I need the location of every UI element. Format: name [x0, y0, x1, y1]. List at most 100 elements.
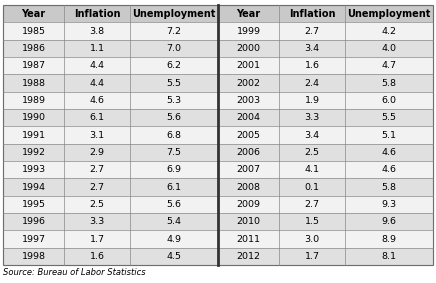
- Bar: [218, 178, 279, 196]
- Bar: [64, 40, 130, 57]
- Text: 6.2: 6.2: [167, 61, 181, 70]
- Bar: [218, 196, 279, 213]
- Text: 2001: 2001: [237, 61, 261, 70]
- Text: 2.4: 2.4: [305, 78, 320, 87]
- Bar: [218, 248, 279, 265]
- Text: 2012: 2012: [237, 252, 261, 261]
- Text: 4.0: 4.0: [382, 44, 396, 53]
- Text: 1.6: 1.6: [305, 61, 320, 70]
- Text: Inflation: Inflation: [74, 9, 120, 19]
- Text: 1.1: 1.1: [89, 44, 105, 53]
- Text: 1990: 1990: [22, 113, 46, 122]
- Text: 1985: 1985: [22, 27, 46, 35]
- Bar: [345, 178, 433, 196]
- Text: 2003: 2003: [237, 96, 261, 105]
- Text: 5.6: 5.6: [167, 200, 181, 209]
- Text: 1991: 1991: [22, 130, 46, 140]
- Bar: [64, 126, 130, 144]
- Text: 2011: 2011: [237, 235, 261, 243]
- Bar: [130, 248, 218, 265]
- Bar: [345, 144, 433, 161]
- Bar: [64, 22, 130, 40]
- Bar: [279, 213, 345, 230]
- Bar: [64, 178, 130, 196]
- Bar: [279, 74, 345, 92]
- Bar: [3, 161, 64, 178]
- Text: 1.5: 1.5: [305, 217, 320, 226]
- Bar: [64, 144, 130, 161]
- Text: 2.9: 2.9: [89, 148, 105, 157]
- Bar: [3, 144, 64, 161]
- Bar: [345, 74, 433, 92]
- Bar: [3, 40, 64, 57]
- Text: 5.5: 5.5: [167, 78, 181, 87]
- Text: 3.8: 3.8: [89, 27, 105, 35]
- Text: 1992: 1992: [22, 148, 46, 157]
- Text: 4.6: 4.6: [382, 165, 396, 174]
- Text: 1995: 1995: [22, 200, 46, 209]
- Bar: [345, 57, 433, 74]
- Text: 6.1: 6.1: [89, 113, 105, 122]
- Bar: [279, 109, 345, 126]
- Text: 2.7: 2.7: [305, 200, 320, 209]
- Text: 4.4: 4.4: [89, 61, 105, 70]
- Text: 6.1: 6.1: [167, 183, 181, 192]
- Bar: [279, 40, 345, 57]
- Text: 3.4: 3.4: [304, 44, 320, 53]
- Bar: [279, 196, 345, 213]
- Bar: [218, 144, 279, 161]
- Bar: [64, 213, 130, 230]
- Text: 2.7: 2.7: [89, 183, 105, 192]
- Bar: [3, 248, 64, 265]
- Bar: [345, 40, 433, 57]
- Text: 6.0: 6.0: [382, 96, 396, 105]
- Text: Year: Year: [237, 9, 261, 19]
- Bar: [279, 57, 345, 74]
- Bar: [345, 109, 433, 126]
- Text: 2002: 2002: [237, 78, 261, 87]
- Text: 8.9: 8.9: [382, 235, 396, 243]
- Text: 5.5: 5.5: [382, 113, 396, 122]
- Bar: [218, 126, 279, 144]
- Text: 1.6: 1.6: [89, 252, 105, 261]
- Bar: [279, 248, 345, 265]
- Text: 4.4: 4.4: [89, 78, 105, 87]
- Bar: [64, 92, 130, 109]
- Text: 2.7: 2.7: [89, 165, 105, 174]
- Text: 7.0: 7.0: [167, 44, 181, 53]
- Text: 5.4: 5.4: [167, 217, 181, 226]
- Bar: [218, 109, 279, 126]
- Text: 5.8: 5.8: [382, 78, 396, 87]
- Bar: [130, 161, 218, 178]
- Text: 6.9: 6.9: [167, 165, 181, 174]
- Bar: [130, 92, 218, 109]
- Bar: [279, 22, 345, 40]
- Bar: [345, 22, 433, 40]
- Bar: [218, 40, 279, 57]
- Bar: [3, 196, 64, 213]
- Text: 7.5: 7.5: [167, 148, 181, 157]
- Text: 2005: 2005: [237, 130, 261, 140]
- Bar: [64, 5, 130, 22]
- Bar: [218, 5, 279, 22]
- Text: 3.0: 3.0: [304, 235, 320, 243]
- Text: 3.3: 3.3: [304, 113, 320, 122]
- Bar: [345, 92, 433, 109]
- Bar: [64, 74, 130, 92]
- Bar: [279, 5, 345, 22]
- Text: 1989: 1989: [22, 96, 46, 105]
- Bar: [64, 248, 130, 265]
- Text: 1.9: 1.9: [305, 96, 320, 105]
- Bar: [345, 5, 433, 22]
- Text: 2008: 2008: [237, 183, 261, 192]
- Text: 5.8: 5.8: [382, 183, 396, 192]
- Text: 1994: 1994: [22, 183, 46, 192]
- Bar: [218, 230, 279, 248]
- Text: 4.9: 4.9: [167, 235, 181, 243]
- Bar: [130, 74, 218, 92]
- Bar: [64, 161, 130, 178]
- Text: 4.2: 4.2: [382, 27, 396, 35]
- Bar: [3, 213, 64, 230]
- Bar: [218, 22, 279, 40]
- Text: 8.1: 8.1: [382, 252, 396, 261]
